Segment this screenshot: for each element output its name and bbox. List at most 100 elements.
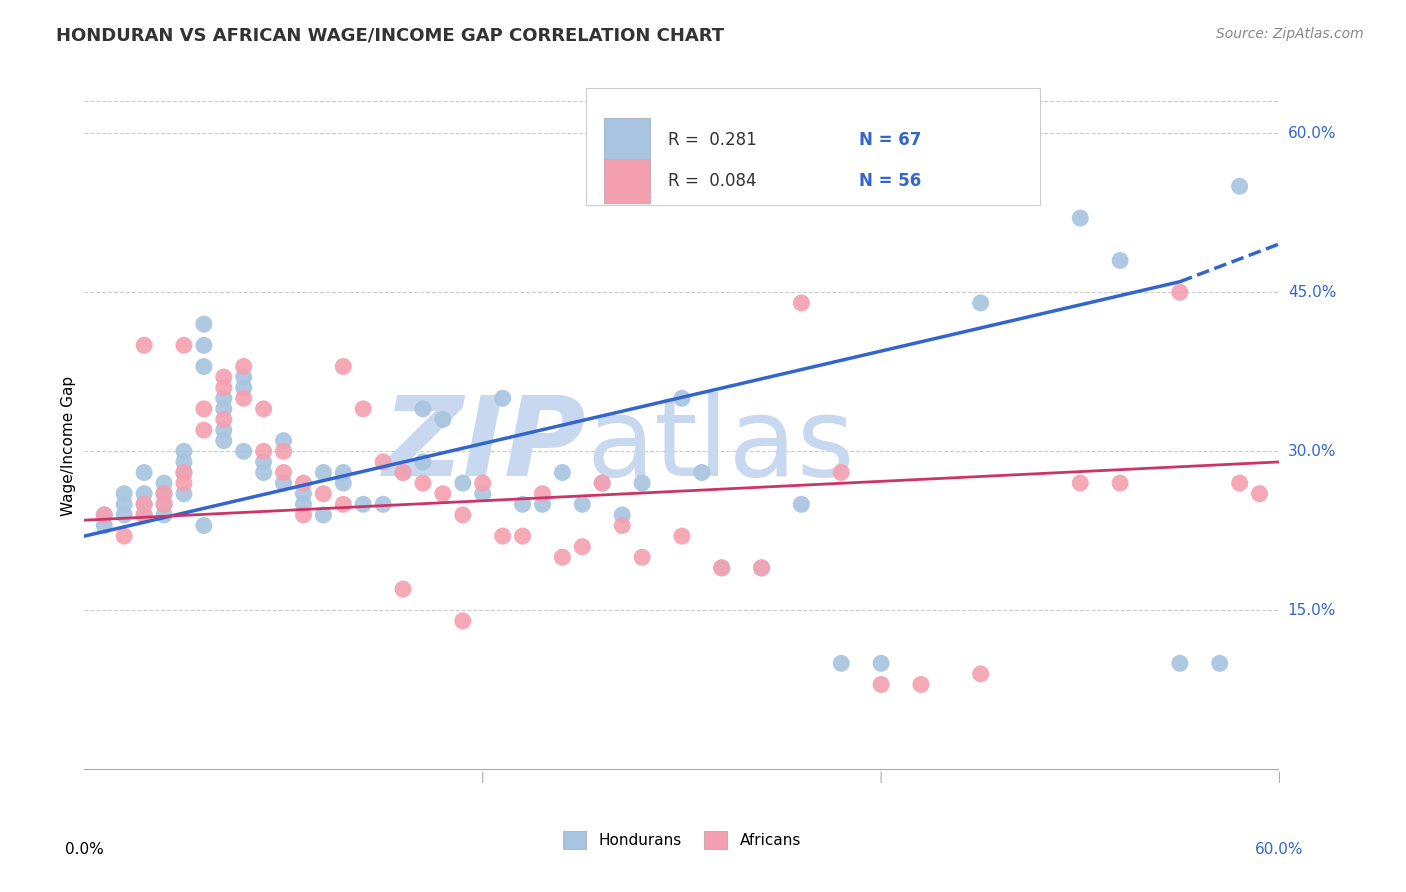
- Point: [132, 497, 156, 511]
- Point: [471, 486, 494, 500]
- Point: [412, 476, 434, 491]
- Y-axis label: Wage/Income Gap: Wage/Income Gap: [60, 376, 76, 516]
- Point: [93, 508, 115, 522]
- Point: [373, 497, 395, 511]
- Point: [352, 401, 374, 416]
- Point: [671, 529, 693, 543]
- Point: [273, 466, 295, 480]
- Point: [1069, 211, 1091, 225]
- Point: [93, 508, 115, 522]
- Point: [173, 476, 195, 491]
- Point: [253, 466, 276, 480]
- Point: [432, 486, 454, 500]
- Point: [1229, 179, 1251, 194]
- Point: [212, 434, 235, 448]
- Point: [112, 497, 135, 511]
- Point: [870, 677, 893, 691]
- Point: [173, 338, 195, 352]
- Point: [870, 657, 893, 671]
- Text: Source: ZipAtlas.com: Source: ZipAtlas.com: [1216, 27, 1364, 41]
- Point: [132, 338, 156, 352]
- Point: [292, 508, 315, 522]
- Point: [212, 401, 235, 416]
- Point: [173, 466, 195, 480]
- Point: [153, 508, 176, 522]
- Point: [132, 497, 156, 511]
- Point: [392, 466, 415, 480]
- Point: [193, 338, 215, 352]
- Point: [153, 497, 176, 511]
- Point: [112, 529, 135, 543]
- Point: [1229, 476, 1251, 491]
- Point: [591, 476, 613, 491]
- Point: [571, 497, 593, 511]
- Point: [212, 381, 235, 395]
- Point: [352, 497, 374, 511]
- Point: [512, 529, 534, 543]
- Point: [432, 412, 454, 426]
- Point: [232, 444, 254, 458]
- Point: [830, 466, 852, 480]
- Point: [292, 476, 315, 491]
- Point: [253, 444, 276, 458]
- Point: [332, 497, 354, 511]
- Point: [153, 486, 176, 500]
- Point: [132, 486, 156, 500]
- Point: [492, 529, 515, 543]
- Text: atlas: atlas: [586, 392, 855, 500]
- Point: [232, 392, 254, 406]
- Point: [830, 657, 852, 671]
- Point: [173, 455, 195, 469]
- Point: [132, 508, 156, 522]
- Point: [312, 508, 335, 522]
- Text: 15.0%: 15.0%: [1288, 603, 1336, 618]
- Point: [373, 455, 395, 469]
- Point: [531, 497, 554, 511]
- Point: [232, 370, 254, 384]
- Point: [512, 497, 534, 511]
- Point: [253, 401, 276, 416]
- Point: [112, 486, 135, 500]
- Point: [970, 296, 993, 310]
- Point: [790, 497, 813, 511]
- Point: [751, 561, 773, 575]
- Point: [173, 444, 195, 458]
- Point: [451, 614, 474, 628]
- Point: [193, 401, 215, 416]
- Point: [631, 476, 654, 491]
- Point: [292, 486, 315, 500]
- Point: [212, 370, 235, 384]
- Point: [1069, 476, 1091, 491]
- Point: [232, 381, 254, 395]
- Point: [571, 540, 593, 554]
- Point: [153, 476, 176, 491]
- Point: [193, 359, 215, 374]
- Point: [173, 466, 195, 480]
- Point: [671, 392, 693, 406]
- Point: [451, 476, 474, 491]
- Text: 45.0%: 45.0%: [1288, 285, 1336, 300]
- Point: [412, 401, 434, 416]
- Point: [1249, 486, 1271, 500]
- Point: [153, 497, 176, 511]
- Point: [312, 486, 335, 500]
- Point: [412, 455, 434, 469]
- Point: [212, 423, 235, 437]
- Point: [612, 518, 634, 533]
- Point: [273, 444, 295, 458]
- Point: [292, 497, 315, 511]
- Point: [970, 667, 993, 681]
- Point: [910, 677, 932, 691]
- Point: [551, 466, 574, 480]
- Point: [212, 392, 235, 406]
- Point: [751, 561, 773, 575]
- Point: [193, 518, 215, 533]
- Point: [132, 508, 156, 522]
- Point: [492, 392, 515, 406]
- Legend: Hondurans, Africans: Hondurans, Africans: [557, 824, 807, 855]
- Point: [312, 466, 335, 480]
- Point: [193, 423, 215, 437]
- Point: [332, 476, 354, 491]
- Point: [612, 508, 634, 522]
- Text: 60.0%: 60.0%: [1256, 842, 1303, 857]
